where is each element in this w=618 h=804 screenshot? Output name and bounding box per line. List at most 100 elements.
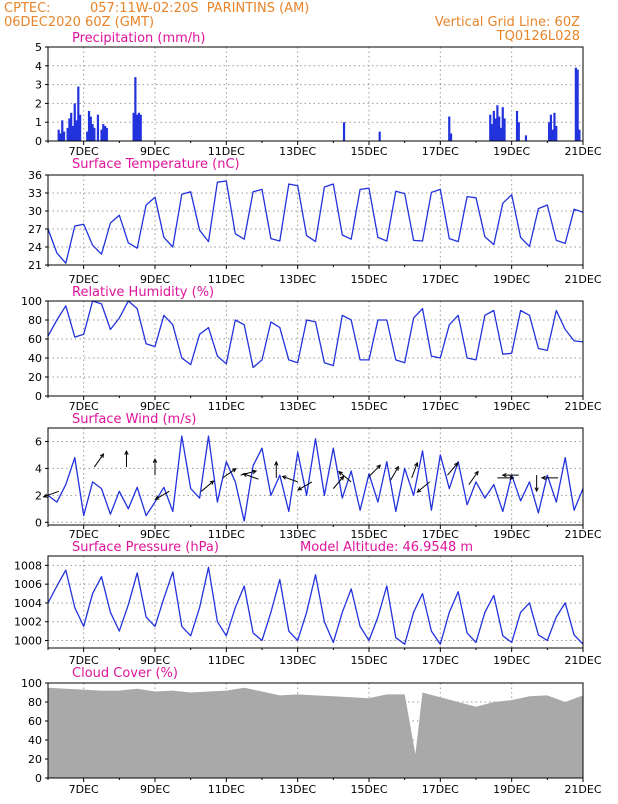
precip-bar <box>551 129 554 141</box>
x-tick-label: 21DEC <box>564 654 601 667</box>
precip-bar <box>501 107 504 141</box>
precip-bar <box>548 122 551 141</box>
y-tick-label: 1008 <box>14 559 42 572</box>
y-tick-label: 60 <box>28 333 42 346</box>
wind-arrow <box>282 475 298 483</box>
panel-frame <box>47 46 584 142</box>
header-date: 06DEC2020 60Z (GMT) <box>4 15 155 30</box>
wind-arrow-head <box>501 472 507 478</box>
series-line <box>47 300 584 369</box>
x-tick-label: 19DEC <box>493 400 530 413</box>
precip-bar <box>77 86 80 141</box>
wind-arrow <box>222 468 237 479</box>
y-tick-label: 2 <box>35 97 42 110</box>
wind-arrow-head <box>339 475 345 481</box>
x-tick-label: 13DEC <box>279 273 316 286</box>
x-tick-label: 11DEC <box>208 273 245 286</box>
panel-title: Surface Pressure (hPa) <box>72 540 219 555</box>
header-location: 057:11W-02:20S PARINTINS (AM) <box>90 1 310 16</box>
precip-bar <box>96 114 100 141</box>
x-tick-label: 15DEC <box>350 273 387 286</box>
panel-line-1: 21 24 27 30 33 36 7DEC 9DEC 11DEC 13DEC 15DEC 17DEC… <box>28 157 602 286</box>
panel-frame <box>47 174 584 266</box>
y-tick-label: 5 <box>35 41 42 54</box>
y-tick-label: 40 <box>28 352 42 365</box>
y-tick-label: 1004 <box>14 597 42 610</box>
y-tick-label: 0 <box>35 516 42 529</box>
wind-arrow <box>447 462 459 476</box>
y-tick-label: 0 <box>35 135 42 148</box>
x-tick-label: 21DEC <box>564 783 601 796</box>
precip-bar <box>89 116 92 141</box>
precip-bar <box>574 67 577 141</box>
x-tick-label: 9DEC <box>140 400 170 413</box>
precip-bar <box>86 131 89 141</box>
precip-bar <box>492 110 495 141</box>
header-source: CPTEC: <box>4 1 51 16</box>
wind-arrow <box>389 466 399 481</box>
wind-arrow-head <box>414 461 419 467</box>
y-tick-label: 24 <box>28 241 42 254</box>
y-tick-label: 27 <box>28 223 42 236</box>
x-tick-label: 9DEC <box>140 273 170 286</box>
wind-arrow <box>243 473 259 480</box>
wind-arrow-head <box>42 493 48 498</box>
panel-title: Precipitation (mm/h) <box>72 31 205 46</box>
panel-title: Surface Temperature (nC) <box>72 157 240 172</box>
precip-bar <box>91 124 94 141</box>
y-tick-label: 33 <box>28 187 42 200</box>
y-tick-label: 30 <box>28 205 42 218</box>
y-tick-label: 1000 <box>14 634 42 647</box>
y-tick-label: 100 <box>21 677 42 690</box>
precip-bar <box>100 129 103 141</box>
panel-frame <box>47 555 584 649</box>
wind-arrow-head <box>376 464 382 470</box>
y-tick-label: 20 <box>28 371 42 384</box>
x-tick-label: 13DEC <box>279 783 316 796</box>
x-tick-label: 9DEC <box>140 145 170 158</box>
precip-bar <box>342 122 346 141</box>
y-tick-label: 80 <box>28 314 42 327</box>
wind-arrow-head <box>154 495 160 500</box>
precip-bar <box>136 114 139 141</box>
x-tick-label: 17DEC <box>422 654 459 667</box>
x-tick-label: 13DEC <box>279 145 316 158</box>
wind-arrow <box>155 490 170 500</box>
precip-bar <box>490 124 494 141</box>
wind-arrow-head <box>124 449 129 455</box>
panel-frame <box>47 682 584 779</box>
series-line <box>47 566 584 645</box>
wind-arrow-head <box>509 475 515 481</box>
precip-bar <box>498 116 501 141</box>
y-tick-label: 6 <box>35 435 42 448</box>
y-tick-label: 40 <box>28 734 42 747</box>
precip-bar <box>549 114 552 141</box>
y-tick-label: 1006 <box>14 578 42 591</box>
precip-bar <box>66 127 69 141</box>
x-tick-label: 11DEC <box>208 145 245 158</box>
panel-frame <box>47 300 584 397</box>
y-tick-label: 1002 <box>14 616 42 629</box>
precip-bar <box>102 124 105 141</box>
wind-arrow <box>332 476 345 489</box>
panel-frame <box>47 427 584 526</box>
wind-arrow-head <box>394 465 399 471</box>
panel-bar-0: 0 1 2 3 4 5 7DEC 9DEC 11DEC 13DEC 15DEC 17DEC 19DEC 2… <box>35 31 602 158</box>
wind-arrow-head <box>416 488 422 493</box>
precip-bar <box>496 105 499 141</box>
precip-bar <box>503 118 506 141</box>
x-tick-label: 19DEC <box>493 783 530 796</box>
precip-bar <box>378 131 381 141</box>
x-tick-label: 15DEC <box>350 145 387 158</box>
wind-arrow-head <box>242 472 248 477</box>
y-tick-label: 3 <box>35 79 42 92</box>
x-tick-label: 13DEC <box>279 528 316 541</box>
panel-title: Cloud Cover (%) <box>72 666 178 681</box>
precip-bar <box>62 131 66 141</box>
wind-arrow-head <box>281 475 287 480</box>
series-line <box>47 435 584 522</box>
x-tick-label: 15DEC <box>350 654 387 667</box>
precip-bar <box>71 125 75 141</box>
